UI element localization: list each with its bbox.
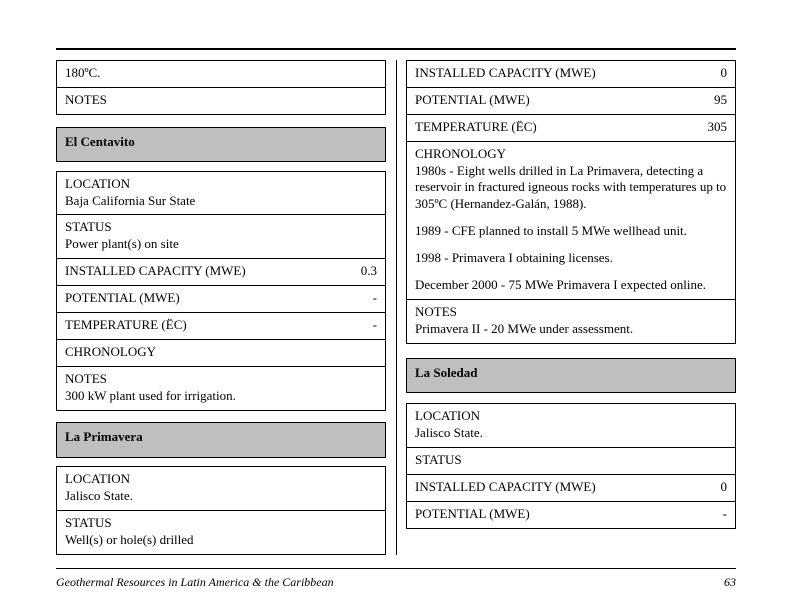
temp-row: 180ºC.	[57, 61, 385, 88]
temp-value: 305	[687, 119, 727, 136]
location-row: LOCATION Jalisco State.	[57, 467, 385, 511]
capacity-value: 0	[687, 479, 727, 496]
la-primavera-left-box: LOCATION Jalisco State. STATUS Well(s) o…	[56, 466, 386, 555]
page: 180ºC. NOTES El Centavito LOCATION Baja …	[0, 0, 792, 555]
la-primavera-right-box: INSTALLED CAPACITY (MWE) 0 POTENTIAL (MW…	[406, 60, 736, 344]
location-label: LOCATION	[65, 471, 377, 488]
potential-row: POTENTIAL (MWE) -	[407, 502, 735, 528]
chronology-label: CHRONOLOGY	[415, 146, 727, 163]
potential-label: POTENTIAL (MWE)	[415, 506, 530, 523]
location-row: LOCATION Jalisco State.	[407, 404, 735, 448]
status-label: STATUS	[65, 515, 377, 532]
location-value: Jalisco State.	[65, 488, 377, 505]
capacity-row: INSTALLED CAPACITY (MWE) 0	[407, 61, 735, 88]
location-value: Jalisco State.	[415, 425, 727, 442]
la-soledad-header: La Soledad	[406, 358, 736, 394]
status-row: STATUS Well(s) or hole(s) drilled	[57, 511, 385, 554]
location-label: LOCATION	[415, 408, 727, 425]
capacity-label: INSTALLED CAPACITY (MWE)	[65, 263, 246, 280]
la-primavera-header: La Primavera	[56, 422, 386, 458]
left-top-box: 180ºC. NOTES	[56, 60, 386, 115]
chronology-row: CHRONOLOGY	[57, 340, 385, 367]
potential-label: POTENTIAL (MWE)	[65, 290, 180, 307]
notes-row: NOTES	[57, 88, 385, 114]
el-centavito-box: LOCATION Baja California Sur State STATU…	[56, 171, 386, 411]
status-value: Well(s) or hole(s) drilled	[65, 532, 377, 549]
location-value: Baja California Sur State	[65, 193, 377, 210]
chron-4: December 2000 - 75 MWe Primavera I expec…	[415, 277, 727, 294]
footer-title: Geothermal Resources in Latin America & …	[56, 575, 334, 590]
notes-value: Primavera II - 20 MWe under assessment.	[415, 321, 727, 338]
potential-label: POTENTIAL (MWE)	[415, 92, 530, 109]
notes-label: NOTES	[65, 371, 377, 388]
location-label: LOCATION	[65, 176, 377, 193]
capacity-value: 0.3	[337, 263, 377, 280]
footer-rule	[56, 568, 736, 569]
capacity-row: INSTALLED CAPACITY (MWE) 0	[407, 475, 735, 502]
potential-value: -	[337, 290, 377, 307]
status-row: STATUS	[407, 448, 735, 475]
la-soledad-box: LOCATION Jalisco State. STATUS INSTALLED…	[406, 403, 736, 528]
notes-row: NOTES 300 kW plant used for irrigation.	[57, 367, 385, 410]
potential-value: -	[687, 506, 727, 523]
temp-label: TEMPERATURE (ËC)	[65, 317, 187, 334]
columns: 180ºC. NOTES El Centavito LOCATION Baja …	[56, 60, 736, 555]
capacity-label: INSTALLED CAPACITY (MWE)	[415, 65, 596, 82]
el-centavito-header: El Centavito	[56, 127, 386, 163]
potential-value: 95	[687, 92, 727, 109]
notes-label: NOTES	[415, 304, 727, 321]
top-rule	[56, 48, 736, 50]
footer: Geothermal Resources in Latin America & …	[56, 568, 736, 590]
right-column: INSTALLED CAPACITY (MWE) 0 POTENTIAL (MW…	[406, 60, 736, 555]
capacity-row: INSTALLED CAPACITY (MWE) 0.3	[57, 259, 385, 286]
capacity-label: INSTALLED CAPACITY (MWE)	[415, 479, 596, 496]
chron-1: 1980s - Eight wells drilled in La Primav…	[415, 163, 727, 214]
notes-value: 300 kW plant used for irrigation.	[65, 388, 377, 405]
chronology-row: CHRONOLOGY 1980s - Eight wells drilled i…	[407, 142, 735, 300]
temp-row: TEMPERATURE (ËC) 305	[407, 115, 735, 142]
status-row: STATUS Power plant(s) on site	[57, 215, 385, 259]
potential-row: POTENTIAL (MWE) 95	[407, 88, 735, 115]
location-row: LOCATION Baja California Sur State	[57, 172, 385, 216]
notes-row: NOTES Primavera II - 20 MWe under assess…	[407, 300, 735, 343]
chron-2: 1989 - CFE planned to install 5 MWe well…	[415, 223, 727, 240]
status-label: STATUS	[65, 219, 377, 236]
status-value: Power plant(s) on site	[65, 236, 377, 253]
potential-row: POTENTIAL (MWE) -	[57, 286, 385, 313]
temp-label: TEMPERATURE (ËC)	[415, 119, 537, 136]
footer-page: 63	[724, 575, 736, 590]
left-column: 180ºC. NOTES El Centavito LOCATION Baja …	[56, 60, 386, 555]
temp-row: TEMPERATURE (ËC) -	[57, 313, 385, 340]
temp-value: -	[337, 317, 377, 334]
chron-3: 1998 - Primavera I obtaining licenses.	[415, 250, 727, 267]
column-gutter	[386, 60, 406, 555]
capacity-value: 0	[687, 65, 727, 82]
